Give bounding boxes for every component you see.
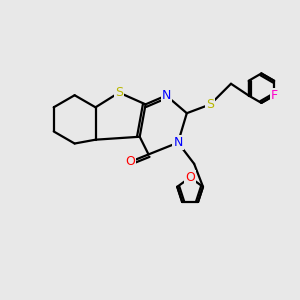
- Text: S: S: [206, 98, 214, 111]
- Text: F: F: [271, 89, 278, 102]
- Text: S: S: [115, 86, 123, 99]
- Text: O: O: [185, 171, 195, 184]
- Text: O: O: [125, 155, 135, 168]
- Text: N: N: [173, 136, 183, 149]
- Text: N: N: [161, 89, 171, 102]
